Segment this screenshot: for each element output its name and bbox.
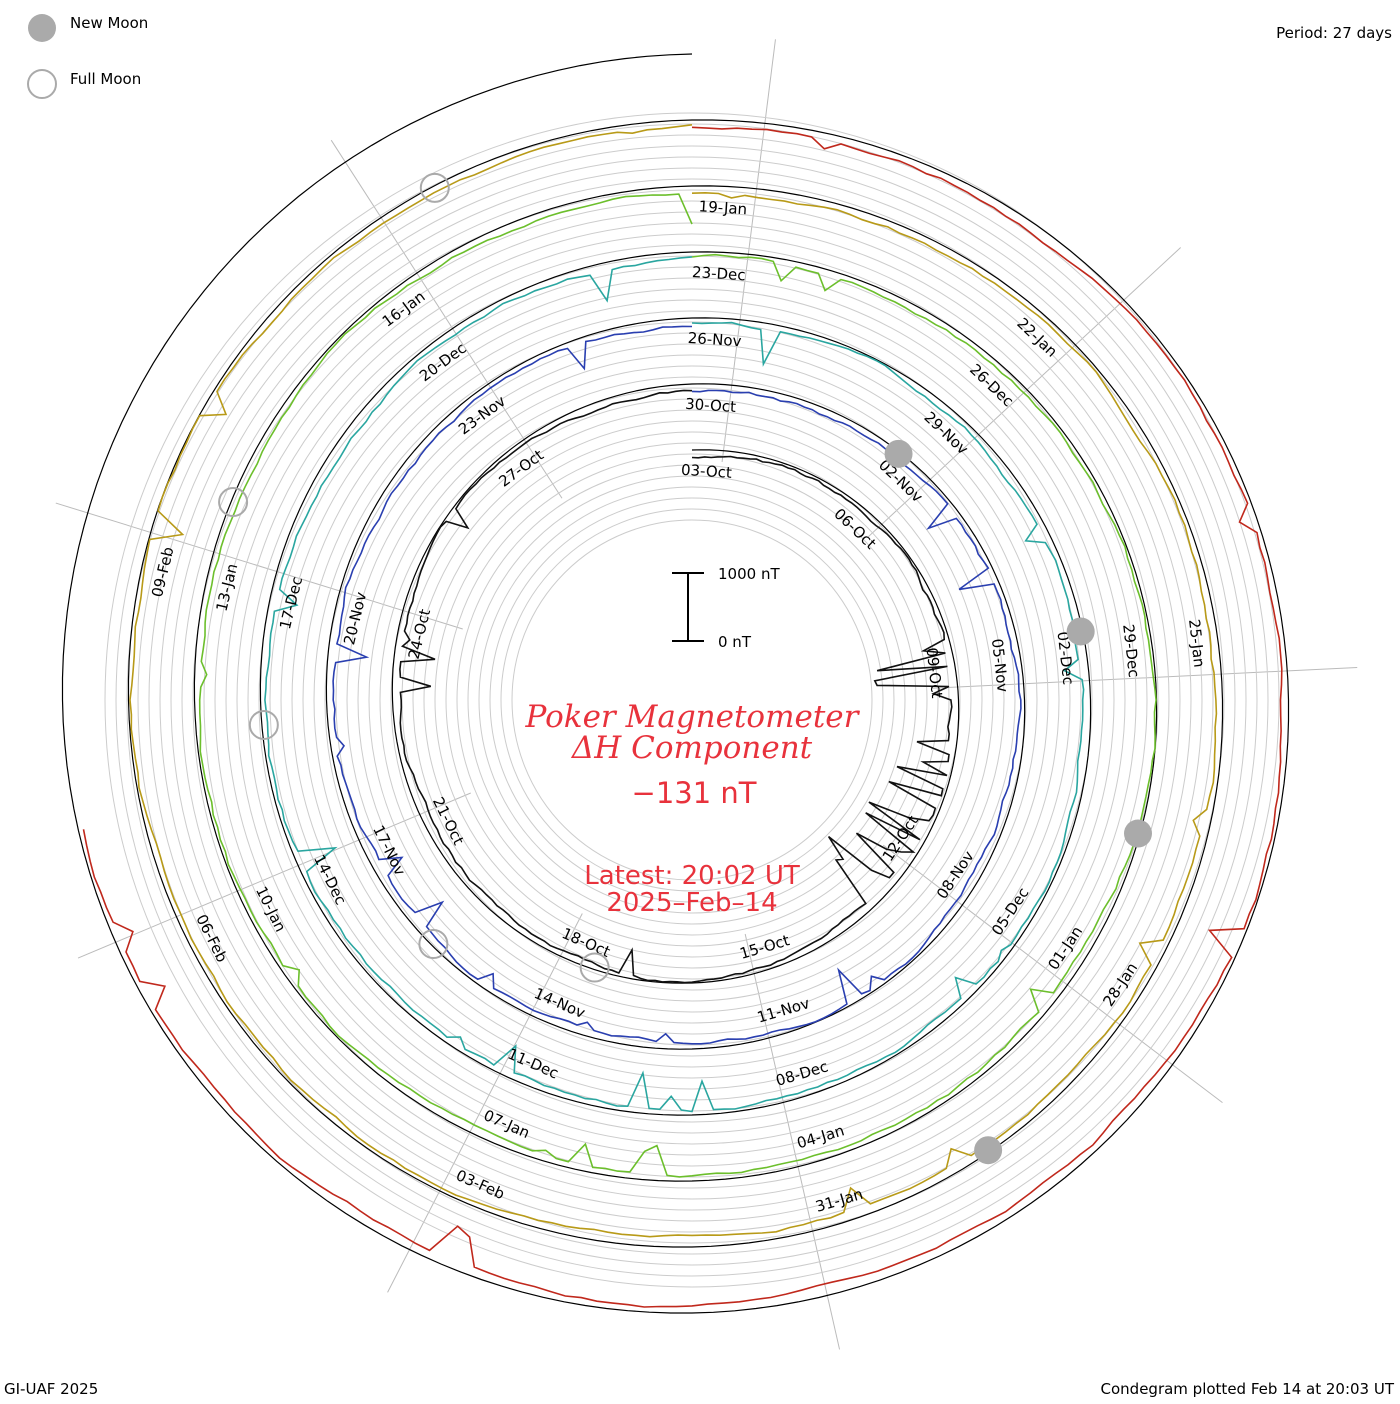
date-label: 05-Nov	[988, 638, 1012, 694]
grid-ring	[203, 211, 1181, 1189]
grid-ring	[412, 420, 972, 980]
trace-cycle-1	[399, 389, 953, 984]
date-label: 25-Jan	[1185, 618, 1208, 668]
new-moon-marker	[1066, 617, 1095, 646]
baseline-spiral	[61, 53, 1290, 1314]
grid-ring	[302, 310, 1082, 1090]
latest-date: 2025–Feb–14	[606, 888, 777, 918]
grid-ring	[390, 398, 994, 1002]
credit-label: GI-UAF 2025	[4, 1380, 98, 1398]
scale-bottom-label: 0 nT	[718, 633, 752, 651]
date-label: 29-Dec	[1119, 623, 1143, 678]
grid-ring	[511, 519, 873, 881]
new-moon-marker	[1123, 819, 1152, 848]
full-moon-marker	[218, 487, 249, 518]
full-moon-marker	[248, 709, 279, 740]
date-label: 14-Nov	[531, 984, 588, 1022]
grid-spoke	[867, 247, 1182, 538]
scale-bar: 1000 nT 0 nT	[672, 565, 780, 651]
grid-ring	[192, 200, 1192, 1200]
date-label: 10-Jan	[252, 883, 290, 934]
grid-ring	[159, 167, 1225, 1233]
date-label: 16-Jan	[379, 287, 429, 330]
date-label: 11-Dec	[505, 1045, 561, 1083]
date-label: 02-Dec	[1054, 631, 1078, 686]
date-label: 06-Feb	[192, 912, 231, 966]
grid-ring	[137, 145, 1247, 1255]
moon-markers	[218, 172, 1152, 1165]
current-value: −131 nT	[632, 776, 757, 810]
full-moon-marker	[419, 172, 450, 203]
date-label: 09-Oct	[923, 647, 947, 700]
grid-ring	[456, 464, 928, 936]
full-moon-legend-label: Full Moon	[70, 70, 141, 88]
grid-ring	[225, 233, 1159, 1167]
grid-ring	[489, 497, 895, 903]
grid-spoke	[55, 502, 463, 630]
grid-spoke	[931, 666, 1358, 689]
grid-ring	[346, 354, 1038, 1046]
scale-top-label: 1000 nT	[718, 565, 780, 583]
grid-ring	[126, 134, 1258, 1266]
date-label: 23-Dec	[692, 263, 747, 284]
period-label: Period: 27 days	[1276, 24, 1392, 42]
grid-ring	[368, 376, 1016, 1024]
date-label: 21-Oct	[429, 794, 468, 848]
date-label: 05-Dec	[988, 884, 1033, 939]
date-label: 06-Oct	[830, 505, 879, 553]
grid-ring	[313, 321, 1071, 1079]
date-label: 01-Jan	[1044, 923, 1086, 973]
chart-title-line2: ΔH Component	[571, 730, 813, 766]
grid-ring	[478, 486, 906, 914]
grid-ring	[335, 343, 1049, 1057]
grid-ring	[445, 453, 939, 947]
grid-ring	[104, 112, 1280, 1288]
grid-ring	[357, 365, 1027, 1035]
grid-spoke	[330, 139, 563, 499]
grid-ring	[324, 332, 1060, 1068]
new-moon-legend-icon	[28, 14, 56, 42]
date-label: 03-Oct	[680, 461, 732, 482]
full-moon-marker	[418, 928, 449, 959]
grid-ring	[291, 299, 1093, 1101]
grid-ring	[379, 387, 1005, 1013]
new-moon-legend-label: New Moon	[70, 14, 148, 32]
grid-spoke	[387, 913, 583, 1293]
new-moon-marker	[884, 439, 913, 468]
grid-ring	[236, 244, 1148, 1156]
grid-ring	[115, 123, 1269, 1277]
date-label: 13-Jan	[212, 562, 241, 613]
grid-ring	[258, 266, 1126, 1134]
grid-ring	[181, 189, 1203, 1211]
trace-cycle-6	[82, 126, 1283, 1308]
trace-cycle-3	[264, 256, 1085, 1113]
grid-ring	[467, 475, 917, 925]
grid-spoke	[882, 844, 1223, 1104]
grid-spoke	[744, 933, 841, 1350]
grid-spoke	[77, 792, 471, 959]
date-label: 30-Oct	[685, 395, 737, 416]
new-moon-marker	[974, 1136, 1003, 1165]
trace-cycle-5	[129, 124, 1218, 1238]
date-label: 14-Dec	[310, 852, 350, 908]
grid-ring	[269, 277, 1115, 1123]
chart-title-line1: Poker Magnetometer	[525, 699, 861, 735]
grid-ring	[247, 255, 1137, 1145]
latest-time: Latest: 20:02 UT	[584, 861, 800, 891]
plotted-label: Condegram plotted Feb 14 at 20:03 UT	[1101, 1380, 1395, 1398]
grid-ring	[500, 508, 884, 892]
full-moon-marker	[579, 952, 610, 983]
ring-grid	[55, 39, 1358, 1350]
grid-ring	[423, 431, 961, 969]
data-traces	[82, 124, 1283, 1308]
grid-ring	[170, 178, 1214, 1222]
trace-cycle-2	[332, 325, 1022, 1045]
grid-ring	[148, 156, 1236, 1244]
date-label: 26-Nov	[687, 329, 742, 350]
date-label: 19-Jan	[698, 197, 748, 218]
full-moon-legend-icon	[27, 69, 57, 99]
trace-cycle-4	[198, 193, 1157, 1178]
